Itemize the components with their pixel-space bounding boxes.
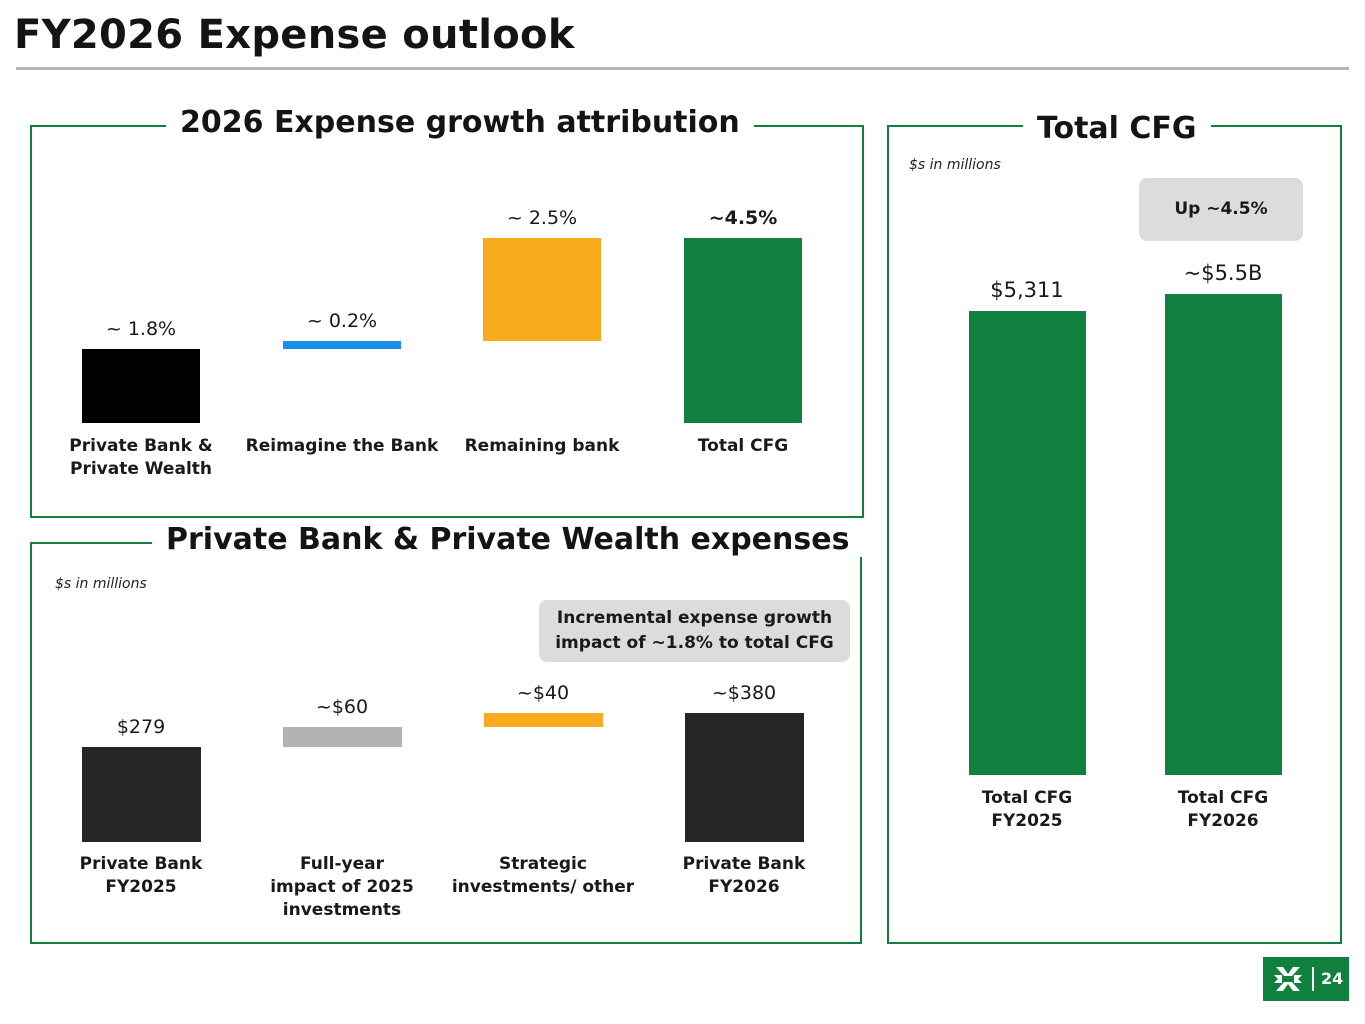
attribution-value-label: ~ 1.8% xyxy=(105,318,177,341)
private-bank-category-label: Private Bank FY2025 xyxy=(79,854,203,897)
logo-divider xyxy=(1312,967,1314,991)
up-growth-callout: Up ~4.5% xyxy=(1139,178,1303,241)
page-title: FY2026 Expense outlook xyxy=(14,12,575,58)
total-cfg-bar xyxy=(968,310,1086,775)
attribution-category-label: Reimagine the Bank xyxy=(245,436,439,456)
attribution-value-label: ~4.5% xyxy=(708,207,778,230)
page-number: 24 xyxy=(1321,969,1344,988)
private-bank-bar xyxy=(282,726,402,748)
attribution-value-label: ~ 2.5% xyxy=(506,207,578,230)
attribution-bar xyxy=(483,238,601,341)
private-bank-bar xyxy=(684,712,804,842)
attribution-value-label: ~ 0.2% xyxy=(306,309,378,332)
callout-line-2: impact of ~1.8% to total CFG xyxy=(555,633,834,653)
private-bank-value-label: ~$380 xyxy=(711,681,777,704)
citizens-logo-icon xyxy=(1274,967,1302,991)
attribution-panel-title: 2026 Expense growth attribution xyxy=(166,105,754,140)
title-divider xyxy=(16,67,1349,70)
private-bank-panel: Private Bank & Private Wealth expenses $… xyxy=(30,522,864,944)
attribution-panel: 2026 Expense growth attribution xyxy=(30,105,864,518)
callout-line-1: Incremental expense growth xyxy=(556,608,833,628)
units-note: $s in millions xyxy=(55,576,147,592)
footer-logo-badge: 24 xyxy=(1263,957,1349,1001)
private-bank-category-label: Private Bank FY2026 xyxy=(682,854,806,897)
private-bank-category-label: Strategic investments/ other xyxy=(451,854,635,897)
total-cfg-value-label: ~$5.5B xyxy=(1183,261,1263,286)
private-bank-value-label: ~$40 xyxy=(516,682,570,705)
private-bank-value-label: $279 xyxy=(116,716,166,739)
attribution-bar xyxy=(82,349,200,423)
total-cfg-category-label: Total CFG FY2026 xyxy=(1177,788,1269,831)
total-cfg-category-label: Total CFG FY2025 xyxy=(981,788,1073,831)
units-note: $s in millions xyxy=(909,157,1001,173)
attribution-bar xyxy=(283,340,401,350)
private-bank-value-label: ~$60 xyxy=(315,695,369,718)
total-cfg-value-label: $5,311 xyxy=(990,277,1064,302)
total-cfg-panel-title: Total CFG xyxy=(1023,111,1211,146)
attribution-category-label: Remaining bank xyxy=(464,436,620,456)
private-bank-category-label: Full-year impact of 2025 investments xyxy=(270,854,414,920)
attribution-bar xyxy=(684,238,802,423)
attribution-category-label: Total CFG xyxy=(697,436,789,456)
private-bank-panel-title: Private Bank & Private Wealth expenses xyxy=(152,522,864,557)
private-bank-bar xyxy=(483,713,603,727)
total-cfg-panel: Total CFG $s in millions xyxy=(887,111,1342,944)
total-cfg-bar xyxy=(1164,294,1282,775)
incremental-growth-callout: Incremental expense growth impact of ~1.… xyxy=(539,600,850,662)
attribution-category-label: Private Bank & Private Wealth xyxy=(69,436,213,479)
private-bank-bar xyxy=(81,747,201,842)
